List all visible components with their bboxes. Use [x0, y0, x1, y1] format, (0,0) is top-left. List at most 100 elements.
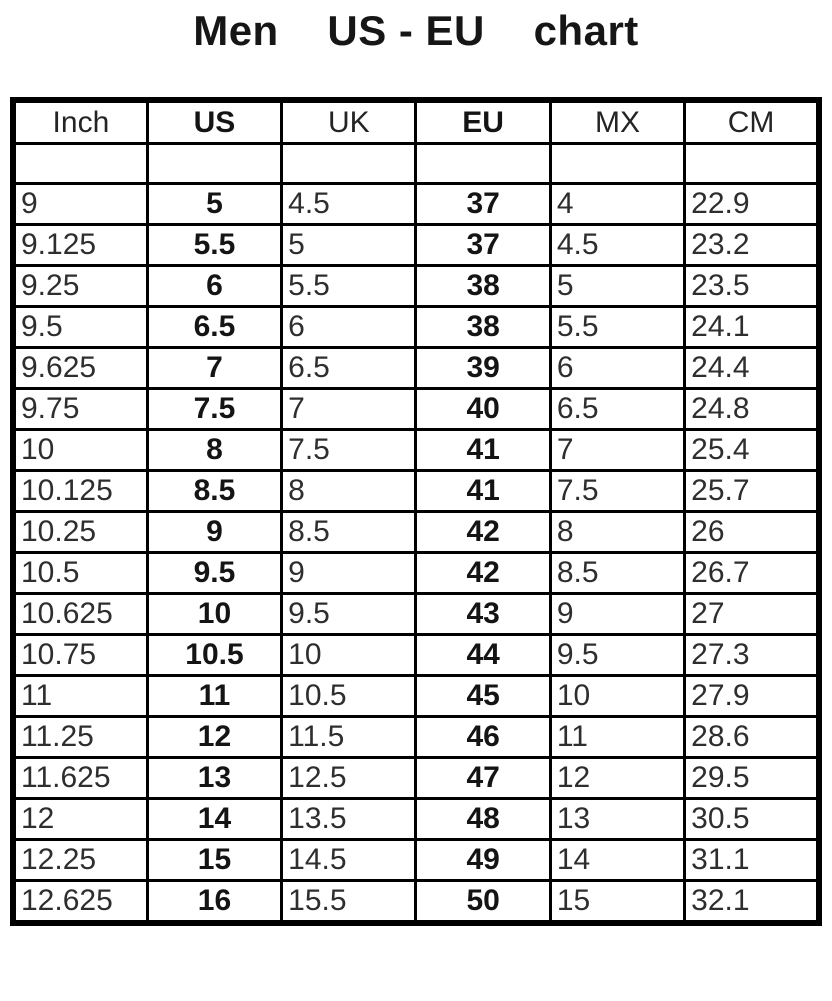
- table-row: 11.25 12 11.5 46 11 28.6: [11, 715, 821, 759]
- cell-cm: 26.7: [683, 551, 821, 595]
- cell-cm: 22.9: [683, 182, 821, 226]
- spacer-cell-inch: [11, 142, 149, 185]
- cell-cm: 24.8: [683, 387, 821, 431]
- cell-cm: 30.5: [683, 797, 821, 841]
- spacer-cell-uk: [280, 142, 418, 185]
- table-body: 9 5 4.5 37 4 22.9 9.125 5.5 5 37 4.5 23.2 9.25 6 5.5 38…: [11, 142, 821, 925]
- cell-cm: 29.5: [683, 756, 821, 800]
- cell-inch: 10.25: [11, 510, 149, 554]
- cell-mx: 9: [548, 592, 687, 636]
- cell-cm: 25.4: [683, 428, 821, 472]
- cell-us: 14: [145, 797, 284, 841]
- cell-mx: 15: [548, 879, 687, 925]
- cell-us: 13: [145, 756, 284, 800]
- table-row: 12.25 15 14.5 49 14 31.1: [11, 838, 821, 882]
- table-row: 9.125 5.5 5 37 4.5 23.2: [11, 223, 821, 267]
- cell-cm: 27.9: [683, 674, 821, 718]
- table-row: 10 8 7.5 41 7 25.4: [11, 428, 821, 472]
- cell-uk: 5.5: [280, 264, 418, 308]
- cell-inch: 9: [11, 182, 149, 226]
- cell-mx: 6.5: [548, 387, 687, 431]
- table-row: 11.625 13 12.5 47 12 29.5: [11, 756, 821, 800]
- cell-eu: 47: [414, 756, 552, 800]
- header-row: Inch US UK EU MX CM: [11, 98, 821, 145]
- cell-cm: 28.6: [683, 715, 821, 759]
- cell-mx: 6: [548, 346, 687, 390]
- cell-inch: 12: [11, 797, 149, 841]
- cell-eu: 46: [414, 715, 552, 759]
- table-row: 9 5 4.5 37 4 22.9: [11, 182, 821, 226]
- cell-inch: 9.75: [11, 387, 149, 431]
- cell-us: 10.5: [145, 633, 284, 677]
- cell-uk: 10: [280, 633, 418, 677]
- cell-mx: 5.5: [548, 305, 687, 349]
- cell-us: 7: [145, 346, 284, 390]
- cell-inch: 10.125: [11, 469, 149, 513]
- cell-mx: 8.5: [548, 551, 687, 595]
- cell-inch: 11.625: [11, 756, 149, 800]
- cell-cm: 25.7: [683, 469, 821, 513]
- cell-uk: 7.5: [280, 428, 418, 472]
- cell-cm: 26: [683, 510, 821, 554]
- cell-inch: 12.25: [11, 838, 149, 882]
- table-row: 12 14 13.5 48 13 30.5: [11, 797, 821, 841]
- cell-us: 5: [145, 182, 284, 226]
- cell-uk: 4.5: [280, 182, 418, 226]
- cell-us: 16: [145, 879, 284, 925]
- cell-us: 5.5: [145, 223, 284, 267]
- column-header-mx: MX: [548, 98, 687, 145]
- cell-inch: 10.625: [11, 592, 149, 636]
- cell-mx: 4.5: [548, 223, 687, 267]
- cell-eu: 41: [414, 469, 552, 513]
- cell-us: 7.5: [145, 387, 284, 431]
- cell-eu: 42: [414, 551, 552, 595]
- page-title: Men US - EU chart: [193, 7, 639, 54]
- table-row: 10.25 9 8.5 42 8 26: [11, 510, 821, 554]
- spacer-cell-us: [145, 142, 284, 185]
- cell-mx: 8: [548, 510, 687, 554]
- cell-inch: 9.5: [11, 305, 149, 349]
- cell-eu: 49: [414, 838, 552, 882]
- spacer-cell-cm: [683, 142, 821, 185]
- cell-uk: 12.5: [280, 756, 418, 800]
- cell-uk: 9: [280, 551, 418, 595]
- cell-uk: 6: [280, 305, 418, 349]
- cell-mx: 5: [548, 264, 687, 308]
- cell-us: 8: [145, 428, 284, 472]
- cell-mx: 9.5: [548, 633, 687, 677]
- cell-inch: 11: [11, 674, 149, 718]
- cell-mx: 4: [548, 182, 687, 226]
- cell-cm: 23.5: [683, 264, 821, 308]
- cell-eu: 50: [414, 879, 552, 925]
- cell-us: 6.5: [145, 305, 284, 349]
- table-row: 10.125 8.5 8 41 7.5 25.7: [11, 469, 821, 513]
- cell-cm: 32.1: [683, 879, 821, 925]
- cell-uk: 13.5: [280, 797, 418, 841]
- cell-us: 6: [145, 264, 284, 308]
- cell-eu: 38: [414, 264, 552, 308]
- cell-mx: 7.5: [548, 469, 687, 513]
- cell-mx: 12: [548, 756, 687, 800]
- cell-cm: 24.4: [683, 346, 821, 390]
- cell-inch: 9.25: [11, 264, 149, 308]
- cell-inch: 11.25: [11, 715, 149, 759]
- cell-inch: 10.75: [11, 633, 149, 677]
- cell-eu: 42: [414, 510, 552, 554]
- cell-mx: 14: [548, 838, 687, 882]
- cell-eu: 40: [414, 387, 552, 431]
- cell-cm: 27.3: [683, 633, 821, 677]
- cell-uk: 14.5: [280, 838, 418, 882]
- cell-eu: 39: [414, 346, 552, 390]
- cell-uk: 15.5: [280, 879, 418, 925]
- cell-uk: 7: [280, 387, 418, 431]
- cell-cm: 27: [683, 592, 821, 636]
- table-row: 10.625 10 9.5 43 9 27: [11, 592, 821, 636]
- cell-mx: 10: [548, 674, 687, 718]
- cell-uk: 6.5: [280, 346, 418, 390]
- spacer-cell-mx: [548, 142, 687, 185]
- cell-us: 9.5: [145, 551, 284, 595]
- table-row: 9.5 6.5 6 38 5.5 24.1: [11, 305, 821, 349]
- cell-inch: 12.625: [11, 879, 149, 925]
- table-row: 10.75 10.5 10 44 9.5 27.3: [11, 633, 821, 677]
